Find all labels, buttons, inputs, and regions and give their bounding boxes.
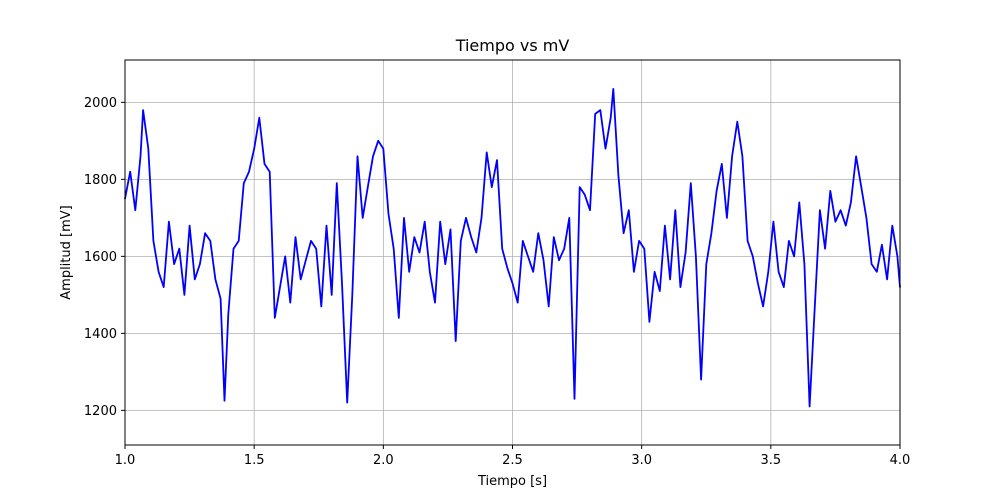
y-tick-label: 1200 bbox=[84, 404, 117, 419]
series-line bbox=[124, 88, 901, 408]
x-tick-label: 2.5 bbox=[502, 453, 523, 468]
x-tick-label: 2.0 bbox=[373, 453, 394, 468]
y-axis: 1200 1400 1600 1800 2000 bbox=[84, 96, 125, 419]
y-tick-label: 1400 bbox=[84, 327, 117, 342]
chart-title: Tiempo vs mV bbox=[455, 36, 570, 55]
x-tick-label: 1.5 bbox=[244, 453, 265, 468]
x-tick-label: 3.5 bbox=[760, 453, 781, 468]
y-tick-label: 2000 bbox=[84, 96, 117, 111]
x-axis-label: Tiempo [s] bbox=[477, 474, 547, 489]
x-tick-label: 1.0 bbox=[115, 453, 136, 468]
x-axis: 1.0 1.5 2.0 2.5 3.0 3.5 4.0 bbox=[115, 445, 911, 468]
y-axis-label: Amplitud [mV] bbox=[59, 205, 74, 299]
y-tick-label: 1800 bbox=[84, 173, 117, 188]
series-layer bbox=[124, 88, 901, 408]
x-tick-label: 4.0 bbox=[890, 453, 911, 468]
x-tick-label: 3.0 bbox=[631, 453, 652, 468]
y-tick-label: 1600 bbox=[84, 250, 117, 265]
